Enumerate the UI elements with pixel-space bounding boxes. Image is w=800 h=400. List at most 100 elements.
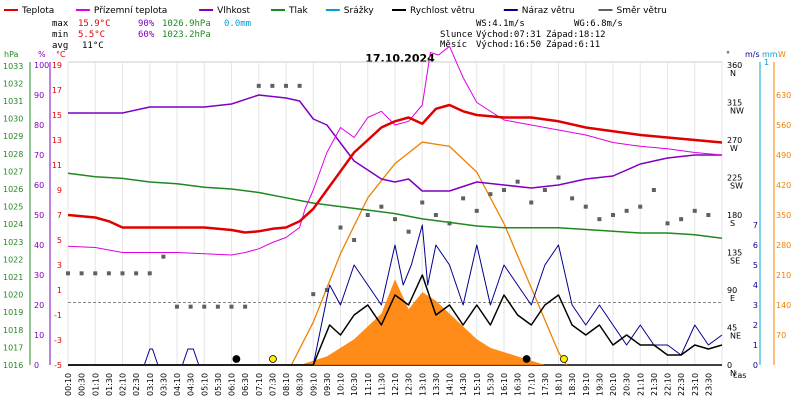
tick-label-hpa: 1032: [3, 79, 23, 88]
x-tick-label: 09:30: [323, 373, 332, 396]
wind-direction-point: [256, 83, 261, 88]
tick-label-degc: 3: [57, 261, 62, 270]
x-axis-label: čas: [733, 370, 746, 380]
wind-direction-point: [93, 271, 98, 276]
x-tick-label: 17:10: [527, 373, 536, 396]
x-tick-label: 12:30: [405, 373, 414, 396]
x-tick-label: 15:10: [473, 373, 482, 396]
wind-direction-point: [324, 288, 329, 293]
tick-label-hpa: 1031: [3, 97, 23, 106]
moon-set: Západ:6:11: [546, 40, 600, 50]
sunrise-marker: [269, 355, 277, 363]
wind-direction-point: [502, 188, 506, 193]
tick-label-ms: 5: [753, 261, 758, 270]
tick-label-wm2: 560: [776, 121, 791, 130]
stat-min-label: min: [52, 30, 68, 40]
wind-speed-info: WS:4.1m/s: [476, 19, 525, 29]
tick-label-deg: 270: [727, 136, 742, 145]
moonrise-marker: [522, 355, 531, 363]
tick-label-ms: 2: [753, 321, 758, 330]
tick-label-hpa: 1017: [3, 343, 23, 352]
stat-max-temp: 15.9°C: [78, 19, 111, 29]
tick-label-deg: 135: [727, 249, 742, 258]
tick-label-pct: 0: [34, 361, 39, 370]
tick-label-hpa: 1028: [3, 150, 23, 159]
stat-min-hum: 60%: [138, 30, 155, 40]
tick-label-hpa: 1018: [3, 326, 23, 335]
x-tick-label: 05:10: [200, 373, 209, 396]
tick-label-degc: 19: [52, 61, 62, 70]
x-tick-label: 16:30: [514, 373, 523, 396]
tick-label-degc: -1: [54, 311, 62, 320]
wind-direction-point: [597, 217, 602, 222]
legend-label: Směr větru: [617, 6, 667, 16]
tick-label-deg: 180: [727, 211, 742, 220]
x-tick-label: 13:30: [432, 373, 441, 396]
tick-label-degc: 9: [57, 186, 62, 195]
wind-direction-point: [420, 200, 425, 205]
sun-rise: Východ:07:31: [476, 30, 541, 40]
tick-label-degc: 1: [57, 286, 62, 295]
tick-label-hpa: 1030: [3, 115, 23, 124]
wind-direction-point: [461, 196, 466, 201]
x-tick-label: 19:30: [595, 373, 604, 396]
x-tick-label: 18:30: [568, 373, 577, 396]
series-n-raz-v-tru: [68, 224, 723, 366]
x-tick-label: 13:10: [418, 373, 427, 396]
x-tick-label: 08:30: [296, 373, 305, 396]
wind-direction-point: [679, 217, 684, 222]
wind-direction-point: [583, 204, 588, 209]
moonset-marker: [232, 355, 241, 363]
axis-unit-degc: °C: [56, 50, 66, 59]
x-tick-label: 07:10: [255, 373, 264, 396]
x-tick-label: 03:30: [159, 373, 168, 396]
stat-min-press: 1023.2hPa: [162, 30, 211, 40]
tick-label-wm2: 280: [776, 241, 791, 250]
tick-label-hpa: 1026: [3, 185, 23, 194]
tick-label-degc: 13: [52, 136, 62, 145]
legend-label: Náraz větru: [522, 6, 575, 16]
wind-direction-point: [284, 83, 288, 88]
wind-direction-point: [161, 254, 166, 259]
tick-label-degc: -5: [54, 361, 62, 370]
axis-unit-ms: m/s: [745, 50, 760, 59]
tick-label-hpa: 1020: [3, 291, 23, 300]
tick-label-deg: 315: [727, 99, 742, 108]
series-rychlost-v-tru: [68, 274, 723, 366]
legend: Teplota Přízemní teplota Vlhkost Tlak Srážky…: [4, 6, 667, 16]
wind-direction-point: [542, 188, 547, 193]
tick-label-hpa: 1019: [3, 308, 23, 317]
wind-direction-point: [447, 221, 452, 226]
x-tick-label: 03:10: [146, 373, 155, 396]
x-tick-label: 06:30: [241, 373, 250, 396]
x-tick-label: 11:30: [377, 373, 386, 396]
x-tick-label: 08:10: [282, 373, 291, 396]
wind-direction-point: [66, 271, 70, 276]
tick-label-hpa: 1029: [3, 132, 23, 141]
tick-label-ms: 3: [753, 301, 758, 310]
x-tick-label: 02:10: [119, 373, 128, 396]
sun-set: Západ:18:12: [546, 30, 606, 40]
tick-label-deg: 90: [727, 286, 737, 295]
tick-label-dir: E: [730, 294, 735, 303]
tick-label-degc: 15: [52, 111, 62, 120]
stat-max-rain: 0.0mm: [224, 19, 251, 29]
wind-direction-point: [651, 188, 656, 193]
tick-label-wm2: 70: [776, 331, 786, 340]
wind-direction-point: [474, 208, 479, 213]
wind-direction-point: [243, 304, 248, 309]
series-teplota: [67, 103, 723, 234]
tick-label-pct: 40: [34, 241, 44, 250]
tick-label-degc: 7: [57, 211, 62, 220]
tick-label-hpa: 1016: [3, 361, 23, 370]
x-tick-label: 21:30: [650, 373, 659, 396]
wind-direction-point: [638, 204, 643, 209]
wind-direction-point: [556, 175, 561, 180]
axis-unit-deg: °: [726, 50, 730, 59]
legend-label: Teplota: [21, 6, 54, 16]
stats-block: max 15.9°C 90% 1026.9hPa 0.0mm min 5.5°C…: [52, 19, 251, 51]
wind-gust-info: WG:6.8m/s: [574, 19, 623, 29]
tick-label-dir: NW: [730, 107, 744, 116]
stat-avg-label: avg: [52, 41, 68, 51]
